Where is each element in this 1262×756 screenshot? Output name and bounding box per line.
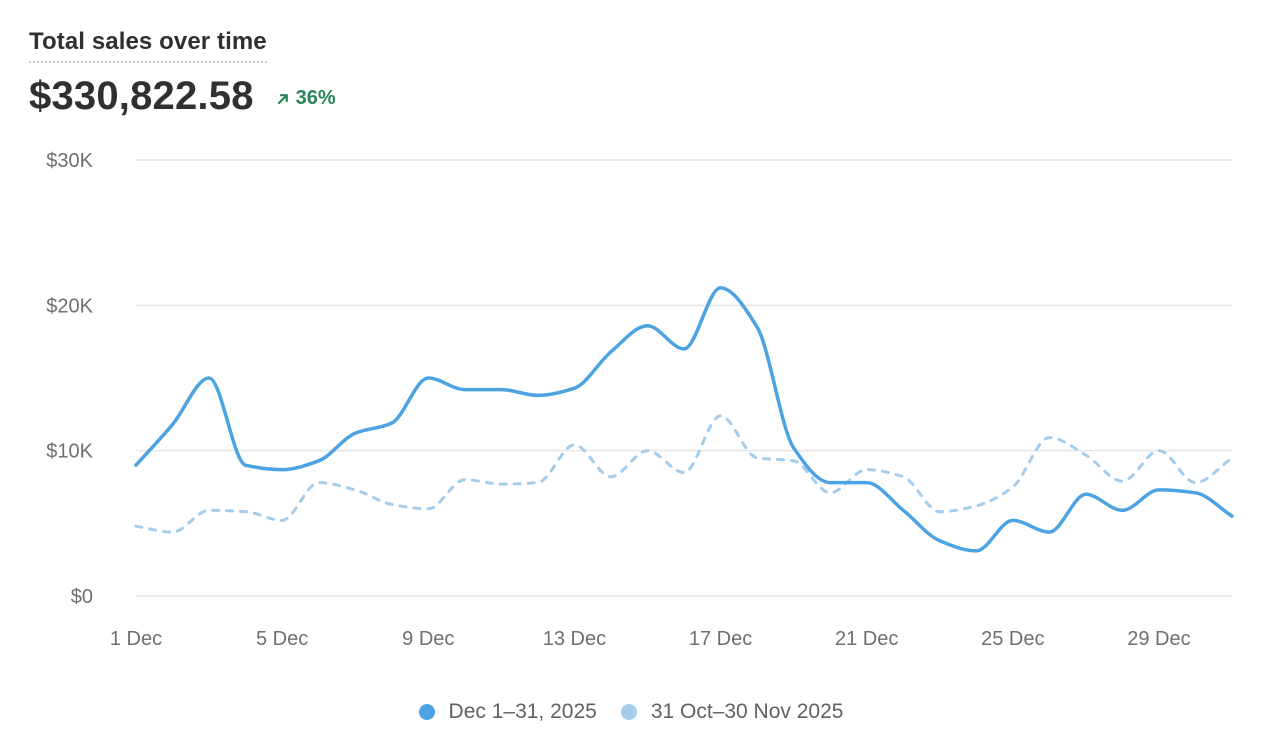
x-tick-label: 25 Dec xyxy=(981,628,1044,650)
x-tick-label: 5 Dec xyxy=(256,628,308,650)
total-sales-value: $330,822.58 xyxy=(29,74,254,118)
chart-legend: Dec 1–31, 2025 31 Oct–30 Nov 2025 xyxy=(0,700,1262,724)
y-tick-label: $10K xyxy=(46,441,93,463)
x-tick-label: 21 Dec xyxy=(835,628,898,650)
legend-label-previous: 31 Oct–30 Nov 2025 xyxy=(650,700,844,723)
card-title[interactable]: Total sales over time xyxy=(29,28,267,63)
legend-dot-previous xyxy=(620,704,637,720)
x-tick-label: 13 Dec xyxy=(543,628,606,650)
legend-dot-current xyxy=(418,704,435,720)
y-tick-label: $0 xyxy=(71,586,93,608)
series-line-current[interactable] xyxy=(134,286,1234,553)
x-tick-label: 9 Dec xyxy=(402,628,454,650)
change-badge: 36% xyxy=(276,87,336,110)
legend-item-previous[interactable]: 31 Oct–30 Nov 2025 xyxy=(620,700,844,724)
arrow-up-right-icon xyxy=(277,93,288,104)
sales-line-chart: $0 $10K $20K $30K 1 Dec 5 Dec 9 Dec 13 Dec 17 De… xyxy=(46,150,1234,650)
y-tick-label: $20K xyxy=(46,295,93,317)
legend-label-current: Dec 1–31, 2025 xyxy=(448,700,597,723)
total-row: $330,822.58 36% xyxy=(29,74,336,119)
series-line-previous[interactable] xyxy=(134,414,1234,534)
x-tick-label: 29 Dec xyxy=(1127,628,1190,650)
y-tick-label: $30K xyxy=(46,150,93,172)
change-percent: 36% xyxy=(295,87,336,109)
legend-item-current[interactable]: Dec 1–31, 2025 xyxy=(418,700,597,724)
x-tick-label: 1 Dec xyxy=(110,628,162,650)
x-tick-label: 17 Dec xyxy=(689,628,752,650)
